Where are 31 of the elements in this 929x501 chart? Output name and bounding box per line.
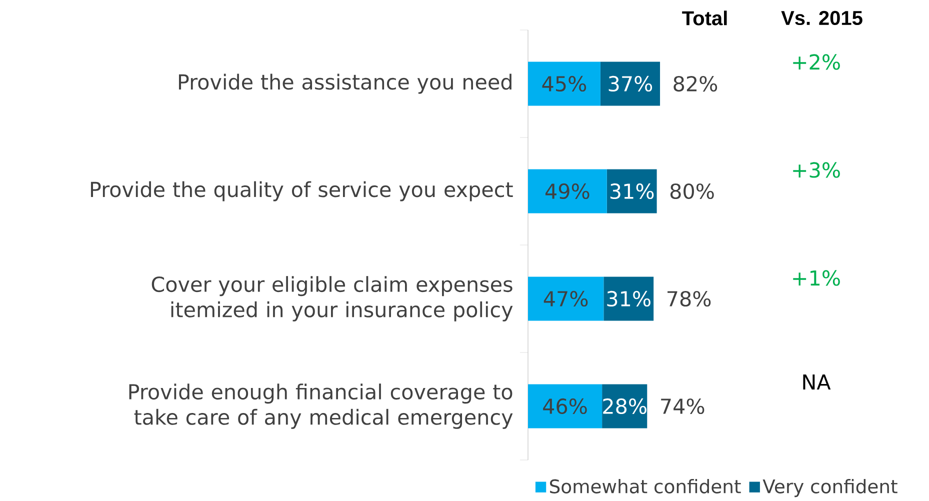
text: +3%	[793, 162, 840, 178]
bar	[528, 62, 600, 106]
y-tick-label: Provide enough financial coverage to take care of any medical emergency	[129, 384, 513, 430]
data-label: 31%	[607, 291, 650, 307]
bar	[528, 384, 602, 428]
bar	[600, 62, 660, 106]
total-label: 82%	[674, 76, 718, 92]
bar	[528, 169, 607, 214]
data-label: 31%	[610, 184, 654, 200]
data-label: 37%	[608, 76, 652, 92]
text: NA	[803, 374, 831, 390]
legend-label: Very confident	[762, 479, 898, 498]
y-tick-label: Provide the quality of service you expect	[90, 181, 513, 202]
bar	[528, 276, 604, 321]
data-label: 45%	[542, 76, 586, 92]
y-tick-label: Cover your eligible claim expenses itemized in your insurance policy	[152, 276, 513, 322]
data-label: 28%	[603, 398, 646, 414]
text: Vs. 2015	[781, 11, 862, 26]
legend-label: Somewhat confident	[550, 479, 741, 494]
bar	[604, 276, 654, 321]
text: Total	[682, 10, 727, 26]
y-tick-label: Provide the assistance you need	[178, 74, 512, 94]
bar	[606, 169, 657, 214]
text: +1%	[793, 270, 840, 286]
total-label: 74%	[661, 398, 704, 414]
total-label: 78%	[668, 291, 711, 307]
data-label: 49%	[545, 184, 590, 200]
data-label: 47%	[544, 291, 588, 307]
text: +2%	[793, 54, 840, 70]
total-label: 80%	[670, 184, 714, 200]
data-label: 46%	[543, 398, 587, 414]
